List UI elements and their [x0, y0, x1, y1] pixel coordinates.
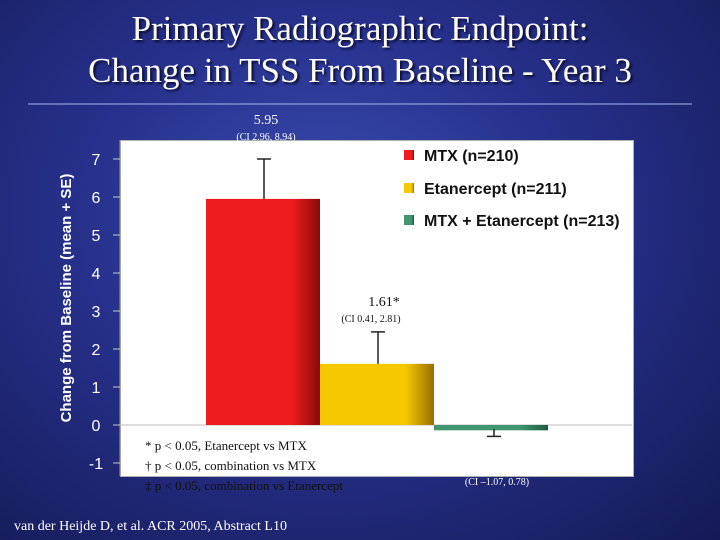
y-tick-label: 1 — [92, 380, 101, 397]
bar-3 — [434, 425, 548, 431]
title-line-2: Change in TSS From Baseline - Year 3 — [88, 51, 632, 90]
legend-label-2: Etanercept (n=211) — [424, 181, 567, 198]
y-tick-label: 5 — [92, 228, 101, 245]
y-tick-label: 2 — [92, 342, 101, 359]
title-line-1: Primary Radiographic Endpoint: — [131, 9, 589, 48]
citation: van der Heijde D, et al. ACR 2005, Abstr… — [14, 519, 287, 534]
title-divider — [28, 103, 692, 105]
y-tick-label: 4 — [92, 266, 101, 283]
legend-label-3: MTX + Etanercept (n=213) — [424, 213, 620, 230]
ci-label-2: (CI 0.41, 2.81) — [341, 314, 400, 325]
slide-title: Primary Radiographic Endpoint: Change in… — [0, 8, 720, 92]
legend-swatch-1 — [404, 150, 414, 160]
y-axis-label: Change from Baseline (mean + SE) — [58, 174, 75, 423]
y-tick-label: 0 — [92, 418, 101, 435]
y-tick-label: 3 — [92, 304, 101, 321]
bar-2 — [320, 363, 434, 425]
legend-swatch-2 — [404, 183, 414, 193]
footnote-2: † p < 0.05, combination vs MTX — [145, 458, 317, 473]
y-tick-label: 7 — [92, 152, 101, 169]
footnote-3: ‡ p < 0.05, combination vs Etanercept — [145, 478, 343, 493]
ci-label-3: (CI –1.07, 0.78) — [465, 477, 529, 488]
ci-label-1: (CI 2.96, 8.94) — [236, 132, 295, 143]
data-label-1: 5.95 — [254, 113, 279, 128]
data-label-2: 1.61* — [368, 295, 400, 310]
legend-swatch-3 — [404, 215, 414, 225]
footnote-1: * p < 0.05, Etanercept vs MTX — [145, 438, 307, 453]
data-label-3: -0.14†‡ — [474, 457, 517, 472]
y-tick-label: 6 — [92, 190, 101, 207]
legend-label-1: MTX (n=210) — [424, 148, 519, 165]
bar-1 — [206, 198, 320, 425]
y-tick-label: -1 — [89, 456, 103, 473]
